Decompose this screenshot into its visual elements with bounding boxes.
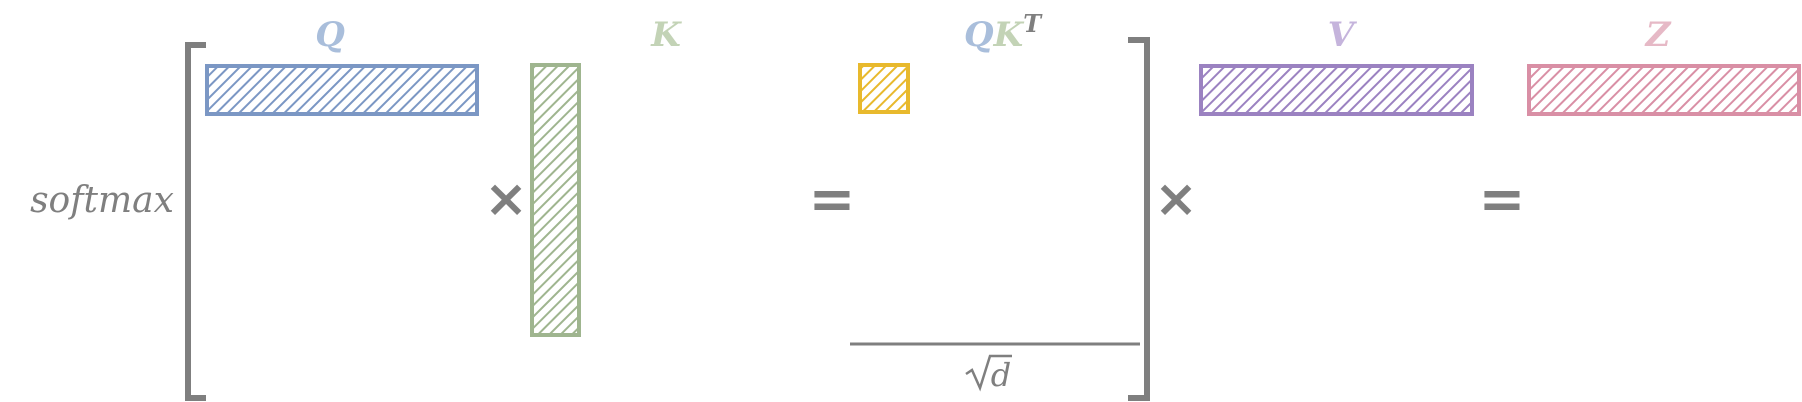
times-sign-1: × [484, 169, 528, 229]
qkt-label-k: K [993, 15, 1025, 55]
qkt-label: QKT [964, 9, 1043, 55]
q-matrix [205, 64, 479, 116]
z-matrix [1527, 64, 1801, 116]
qkt-label-t: T [1023, 9, 1043, 38]
v-label: V [1328, 15, 1358, 55]
softmax-label: softmax [30, 180, 174, 221]
times-sign-2: × [1154, 169, 1198, 229]
left-bracket [185, 42, 206, 401]
right-bracket [1128, 37, 1150, 401]
equals-sign-1: = [809, 167, 856, 232]
v-matrix [1199, 64, 1474, 116]
k-label: K [650, 15, 682, 55]
equals-sign-2: = [1479, 167, 1526, 232]
z-label: Z [1644, 15, 1672, 55]
qkt-matrix [858, 63, 910, 114]
sqrt-symbol [965, 354, 1012, 392]
q-label: Q [315, 15, 345, 55]
k-matrix [530, 63, 581, 337]
qkt-label-q: Q [964, 15, 994, 55]
sqrt-d-label: d [991, 356, 1011, 394]
